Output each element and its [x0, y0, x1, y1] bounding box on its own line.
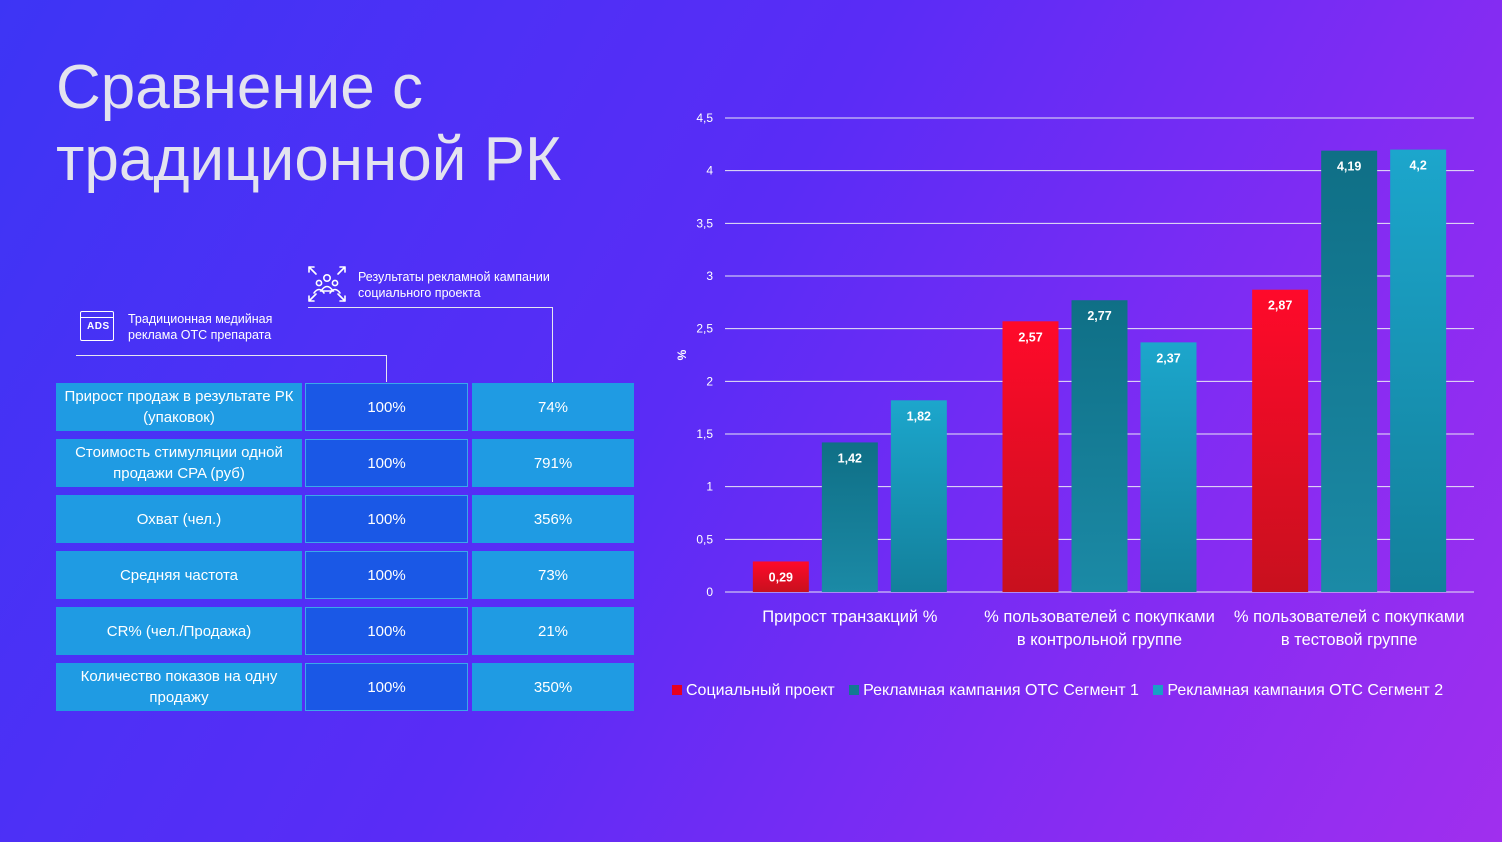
- data-label: 1,82: [907, 409, 931, 423]
- table-row: Прирост продаж в результате РК (упаковок…: [56, 383, 634, 431]
- social-value-cell: 791%: [472, 439, 634, 487]
- ads-browser-icon: ADS: [80, 311, 114, 341]
- x-category-label: % пользователей с покупками: [1234, 608, 1465, 626]
- y-tick-label: 4: [706, 164, 713, 178]
- traditional-value-cell: 100%: [305, 607, 468, 655]
- y-tick-label: 3: [706, 269, 713, 283]
- table-row: Средняя частота 100% 73%: [56, 551, 634, 599]
- metric-cell: Средняя частота: [56, 551, 302, 599]
- y-tick-label: 0,5: [696, 532, 713, 546]
- traditional-value-cell: 100%: [305, 663, 468, 711]
- y-tick-label: 2,5: [696, 322, 713, 336]
- legend-swatch: [1153, 685, 1164, 695]
- y-tick-label: 4,5: [696, 111, 713, 125]
- social-value-cell: 350%: [472, 663, 634, 711]
- legend-item-segment-1: Рекламная кампания ОТС Сегмент 1: [849, 682, 1139, 700]
- x-category-label: % пользователей с покупками: [984, 608, 1215, 626]
- people-group-icon: [308, 266, 346, 302]
- legend-item-social: Социальный проект: [672, 682, 835, 700]
- y-tick-label: 2: [706, 374, 713, 388]
- traditional-value-cell: 100%: [305, 439, 468, 487]
- legend-swatch: [849, 685, 860, 695]
- social-value-cell: 74%: [472, 383, 634, 431]
- data-label: 2,87: [1268, 299, 1292, 313]
- social-leader-line: [308, 307, 553, 382]
- legend-label: Рекламная кампания ОТС Сегмент 2: [1167, 682, 1444, 699]
- legend-label: Рекламная кампания ОТС Сегмент 1: [863, 682, 1139, 699]
- bar: [1390, 149, 1447, 592]
- data-label: 4,2: [1409, 159, 1426, 173]
- data-label: 2,57: [1018, 330, 1042, 344]
- y-tick-label: 1: [706, 480, 713, 494]
- metric-cell: CR% (чел./Продажа): [56, 607, 302, 655]
- data-label: 1,42: [838, 451, 862, 465]
- bar: [890, 400, 947, 592]
- data-label: 2,77: [1087, 309, 1111, 323]
- social-value-cell: 356%: [472, 495, 634, 543]
- traditional-value-cell: 100%: [305, 495, 468, 543]
- data-label: 0,29: [769, 570, 793, 584]
- y-tick-label: 1,5: [696, 427, 713, 441]
- table-row: Количество показов на одну продажу 100% …: [56, 663, 634, 711]
- traditional-value-cell: 100%: [305, 551, 468, 599]
- x-category-label: в тестовой группе: [1281, 631, 1418, 649]
- x-category-label: в контрольной группе: [1017, 631, 1182, 649]
- y-axis-label: %: [675, 349, 689, 360]
- x-category-label: Прирост транзакций %: [762, 608, 937, 626]
- table-row: Стоимость стимуляции одной продажи CPA (…: [56, 439, 634, 487]
- bar: [1140, 342, 1197, 592]
- bar: [1252, 289, 1309, 592]
- legend-swatch: [672, 685, 682, 695]
- legend-label: Социальный проект: [686, 682, 835, 699]
- chart-legend: Социальный проект Рекламная кампания ОТС…: [672, 682, 1443, 700]
- slide-title: Сравнение с традиционной РК: [56, 53, 562, 194]
- header-traditional: Традиционная медийная реклама ОТС препар…: [128, 312, 273, 342]
- table-row: Охват (чел.) 100% 356%: [56, 495, 634, 543]
- bar: [752, 561, 809, 592]
- ads-icon-text: ADS: [87, 321, 110, 332]
- metric-cell: Стоимость стимуляции одной продажи CPA (…: [56, 439, 302, 487]
- social-value-cell: 21%: [472, 607, 634, 655]
- data-label: 4,19: [1337, 160, 1361, 174]
- traditional-leader-line: [76, 355, 387, 382]
- header-social: Результаты рекламной кампании социальног…: [358, 270, 550, 300]
- data-label: 2,37: [1156, 351, 1180, 365]
- social-value-cell: 73%: [472, 551, 634, 599]
- metric-cell: Охват (чел.): [56, 495, 302, 543]
- legend-item-segment-2: Рекламная кампания ОТС Сегмент 2: [1153, 682, 1443, 700]
- y-tick-label: 3,5: [696, 216, 713, 230]
- bar: [1071, 300, 1128, 592]
- bar-chart: 0 0,5 1 1,5 2 2,5 3 3,5 4 4,5% 0,29 1,42 1,82 Прирост…: [675, 111, 1474, 649]
- y-tick-label: 0: [706, 585, 713, 599]
- metric-cell: Прирост продаж в результате РК (упаковок…: [56, 383, 302, 431]
- traditional-value-cell: 100%: [305, 383, 468, 431]
- metric-cell: Количество показов на одну продажу: [56, 663, 302, 711]
- table-row: CR% (чел./Продажа) 100% 21%: [56, 607, 634, 655]
- bar: [821, 442, 878, 592]
- bar: [1321, 150, 1378, 593]
- bar: [1002, 321, 1059, 592]
